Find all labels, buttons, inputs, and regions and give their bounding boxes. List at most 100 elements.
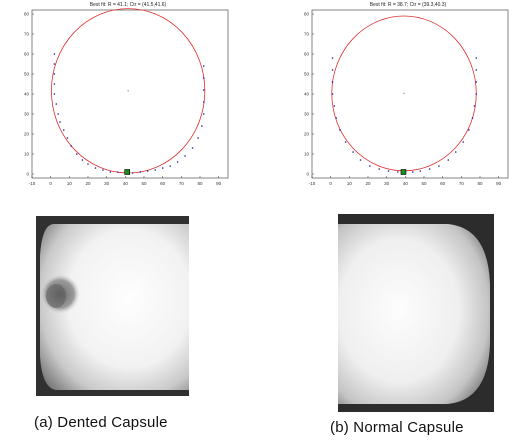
- edge-point: [176, 161, 179, 163]
- edge-point: [475, 69, 478, 71]
- edge-point: [201, 125, 203, 127]
- plot-title-a: Best fit: R = 41.1; Ctr = (41.5,41.6): [89, 2, 167, 8]
- edge-point: [447, 159, 450, 161]
- x-tick-label: 40: [403, 181, 409, 186]
- plot-panel-a: Best fit: R = 41.1; Ctr = (41.5,41.6) -1…: [0, 0, 245, 195]
- edge-point: [197, 137, 199, 139]
- edge-point: [70, 145, 72, 147]
- y-tick-label: 70: [24, 32, 30, 37]
- x-tick-label: 60: [160, 181, 166, 186]
- y-tick-label: 10: [304, 152, 310, 157]
- edge-point: [454, 151, 457, 153]
- edge-point: [331, 69, 334, 71]
- axes-box: [311, 9, 509, 179]
- edge-point: [352, 151, 354, 153]
- edge-point: [419, 170, 422, 172]
- edge-point: [81, 159, 84, 161]
- dented-capsule-image: [36, 216, 189, 396]
- bottom-marker: [400, 169, 407, 175]
- edge-point: [53, 93, 56, 95]
- edge-point: [335, 117, 338, 119]
- x-tick-label: 70: [459, 181, 465, 186]
- axes-box: [31, 9, 229, 179]
- y-tick-label: 0: [26, 172, 29, 177]
- edge-point: [202, 77, 205, 79]
- y-tick-label: 50: [24, 72, 30, 77]
- edge-point: [57, 113, 59, 115]
- edge-point: [359, 159, 362, 161]
- y-tick-label: 80: [304, 12, 310, 17]
- edge-point: [468, 129, 470, 131]
- edge-point: [333, 105, 336, 107]
- edge-point: [184, 155, 186, 157]
- x-tick-label: 0: [49, 181, 52, 186]
- x-tick-label: -10: [309, 181, 316, 186]
- center-marker: [403, 92, 405, 95]
- edge-point: [475, 93, 478, 95]
- x-tick-label: 40: [123, 181, 129, 186]
- edge-point: [428, 168, 431, 170]
- edge-point: [397, 171, 399, 173]
- edge-point: [109, 171, 112, 173]
- edge-point: [471, 117, 474, 119]
- edge-point: [202, 89, 205, 91]
- y-tick-label: 70: [304, 32, 310, 37]
- y-tick-label: 50: [304, 72, 310, 77]
- edge-point: [475, 81, 478, 83]
- y-tick-label: 40: [24, 92, 30, 97]
- caption-normal: (b) Normal Capsule: [330, 419, 464, 436]
- edge-point: [438, 165, 440, 167]
- y-tick-label: 40: [304, 92, 310, 97]
- bottom-marker: [124, 169, 130, 175]
- y-tick-label: 80: [24, 12, 30, 17]
- y-tick-label: 60: [304, 52, 310, 57]
- edge-point: [202, 113, 205, 115]
- normal-capsule-image: [338, 214, 494, 412]
- edge-point: [139, 171, 142, 173]
- edge-point: [378, 168, 380, 170]
- edge-point: [202, 101, 205, 103]
- edge-point: [102, 169, 104, 171]
- edge-point: [59, 121, 61, 123]
- x-tick-label: 0: [329, 181, 332, 186]
- x-tick-label: 80: [197, 181, 203, 186]
- edge-point: [462, 141, 464, 143]
- x-tick-label: 70: [179, 181, 185, 186]
- edge-point: [331, 57, 334, 59]
- edge-point: [339, 129, 341, 131]
- edge-point: [387, 170, 390, 172]
- x-tick-label: 50: [421, 181, 427, 186]
- edge-point: [412, 171, 414, 173]
- x-tick-label: 10: [67, 181, 73, 186]
- x-tick-label: 80: [477, 181, 483, 186]
- edge-point: [53, 73, 56, 75]
- edge-point: [76, 153, 78, 155]
- edge-point: [344, 141, 347, 143]
- edge-point: [132, 172, 134, 174]
- edge-point: [169, 165, 171, 167]
- x-tick-label: 90: [216, 181, 222, 186]
- y-tick-label: 0: [306, 172, 309, 177]
- x-tick-label: 60: [440, 181, 446, 186]
- y-tick-label: 20: [304, 132, 310, 137]
- caption-dented: (a) Dented Capsule: [34, 414, 168, 431]
- y-tick-label: 30: [24, 112, 30, 117]
- x-tick-label: 30: [104, 181, 110, 186]
- edge-point: [475, 57, 478, 59]
- center-marker: [127, 90, 129, 92]
- edge-point: [66, 137, 69, 139]
- edge-point: [161, 167, 164, 169]
- x-tick-label: 50: [141, 181, 147, 186]
- edge-point: [53, 53, 56, 55]
- edge-point: [369, 165, 371, 167]
- y-tick-label: 20: [24, 132, 30, 137]
- edge-point: [62, 129, 65, 131]
- edge-point: [87, 163, 89, 165]
- x-tick-label: 90: [496, 181, 502, 186]
- x-tick-label: -10: [29, 181, 36, 186]
- x-tick-label: 30: [384, 181, 390, 186]
- y-tick-label: 10: [24, 152, 30, 157]
- edge-point: [331, 93, 334, 95]
- edge-point: [191, 147, 194, 149]
